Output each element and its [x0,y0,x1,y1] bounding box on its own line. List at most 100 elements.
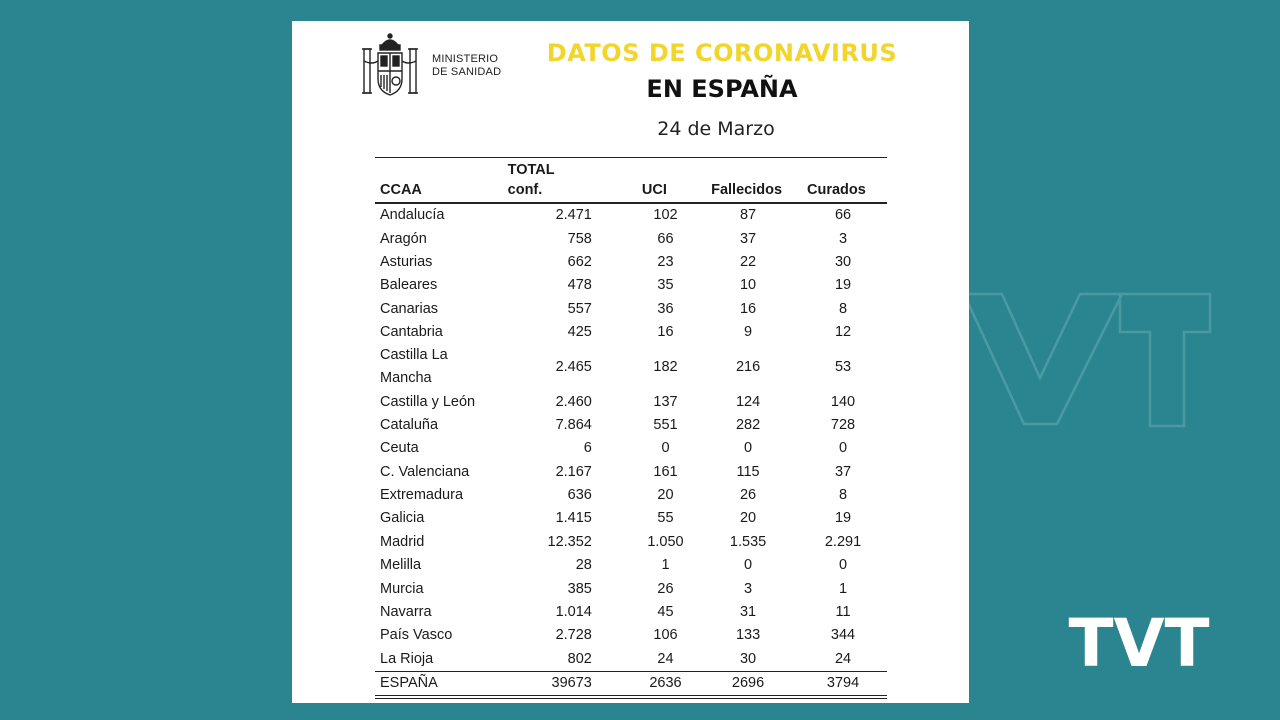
cell-fallecidos: 20 [739,510,757,527]
table-row: Baleares 478 35 10 19 [375,274,887,297]
table-row: La Rioja 802 24 30 24 [375,648,887,672]
cell-uci: 1 [661,557,670,574]
cell-curados: 1 [838,580,848,597]
cell-fallecidos: 0 [744,557,753,574]
cell-curados: 30 [834,253,852,270]
cell-total: 2.728 [555,627,592,644]
cell-region: Andalucía [380,207,445,224]
table-total-row: ESPAÑA 39673 2636 2696 3794 [375,671,887,698]
cell-total: 6 [583,440,592,457]
table-body: Andalucía 2.471 102 87 66 Aragón 758 66 37 3 Astur… [375,203,887,672]
cell-region: Asturias [380,253,433,270]
cell-region: Aragón [380,230,427,247]
cell-total: 478 [567,277,592,294]
cases-table: CCAA TOTAL conf. UCI Fallecidos Curados … [375,157,887,699]
cell-fallecidos: 115 [736,463,760,480]
cell-total: 385 [567,580,592,597]
ministry-logo: MINISTERIO DE SANIDAD [358,31,501,101]
cell-region: La Rioja [380,650,434,667]
table-row: Murcia 385 26 3 1 [375,577,887,600]
header-total: TOTAL conf. [502,158,634,204]
cell-fallecidos: 31 [739,604,757,621]
cell-total: 1.415 [555,510,592,527]
cell-total: 2.465 [555,358,592,375]
cell-fallecidos: 124 [735,393,761,410]
ministry-line2: DE SANIDAD [432,66,502,78]
cell-uci: 16 [657,324,674,341]
header-fallecidos: Fallecidos [711,182,783,198]
title-line2: EN ESPAÑA [646,75,798,103]
header-ccaa: CCAA [380,182,422,198]
table-row: Navarra 1.014 45 31 11 [375,601,887,624]
tvt-logo-text: TVT [1068,608,1209,672]
ministry-name: MINISTERIO DE SANIDAD [432,53,501,79]
cell-region: Galicia [380,510,425,527]
cell-uci: 161 [653,463,678,480]
coat-of-arms-icon [362,33,418,96]
table-row: Asturias 662 23 22 30 [375,251,887,274]
cell-total: 557 [567,300,592,317]
table-row: Cataluña 7.864 551 282 728 [375,414,887,437]
cell-curados: 140 [830,393,856,410]
total-fallecidos: 2696 [731,675,765,692]
cell-fallecidos: 87 [739,207,757,224]
table-row: Extremadura 636 20 26 8 [375,484,887,507]
cell-fallecidos: 26 [739,487,757,504]
table-row: C. Valenciana 2.167 161 115 37 [375,461,887,484]
cell-curados: 19 [834,277,852,294]
cell-curados: 0 [838,557,848,574]
header-total-line1: TOTAL [507,162,555,178]
header-total-line2: conf. [507,182,543,198]
cell-total: 12.352 [547,533,592,550]
total-region: ESPAÑA [380,675,438,692]
ministry-line1: MINISTERIO [432,53,499,65]
cell-curados: 19 [834,510,852,527]
header-curados: Curados [807,182,866,198]
table-row: Andalucía 2.471 102 87 66 [375,203,887,227]
cell-uci: 0 [661,440,670,457]
cell-uci: 551 [653,416,678,433]
cell-fallecidos: 9 [744,324,753,341]
cell-fallecidos: 30 [739,650,757,667]
cell-fallecidos: 22 [739,253,757,270]
table-row: Cantabria 425 16 9 12 [375,321,887,344]
total-uci: 2636 [649,675,682,692]
cell-total: 2.471 [555,207,592,224]
tvt-watermark [962,292,1212,428]
cell-total: 2.460 [555,393,592,410]
cell-region: Cataluña [380,416,439,433]
tvt-logo: TVT [1064,605,1214,682]
title-line1: DATOS DE CORONAVIRUS [546,39,898,67]
cell-uci: 66 [657,230,674,247]
cell-uci: 20 [657,487,674,504]
cell-region: C. Valenciana [380,463,470,480]
cell-curados: 53 [834,358,852,375]
cell-region: Castilla La Mancha [380,347,448,387]
cell-fallecidos: 0 [744,440,753,457]
cell-uci: 106 [653,627,678,644]
cell-total: 2.167 [555,463,592,480]
cell-uci: 24 [657,650,674,667]
cell-region: País Vasco [380,627,453,644]
cell-total: 1.014 [555,604,592,621]
cell-uci: 182 [653,358,678,375]
cell-uci: 23 [657,253,674,270]
cell-fallecidos: 16 [739,300,757,317]
table-row: País Vasco 2.728 106 133 344 [375,624,887,647]
cell-uci: 102 [653,207,678,224]
cell-region: Murcia [380,580,424,597]
cell-total: 636 [567,487,592,504]
cell-region: Madrid [380,533,425,550]
header-uci: UCI [641,182,667,198]
cell-uci: 35 [657,277,674,294]
cell-curados: 37 [834,463,852,480]
cell-uci: 26 [657,580,674,597]
cell-curados: 66 [834,207,852,224]
table-row: Aragón 758 66 37 3 [375,227,887,250]
cell-total: 7.864 [555,416,592,433]
cell-curados: 0 [838,440,848,457]
cell-curados: 8 [838,300,848,317]
cell-curados: 728 [830,416,856,433]
cell-region: Cantabria [380,324,443,341]
total-curados: 3794 [826,675,860,692]
